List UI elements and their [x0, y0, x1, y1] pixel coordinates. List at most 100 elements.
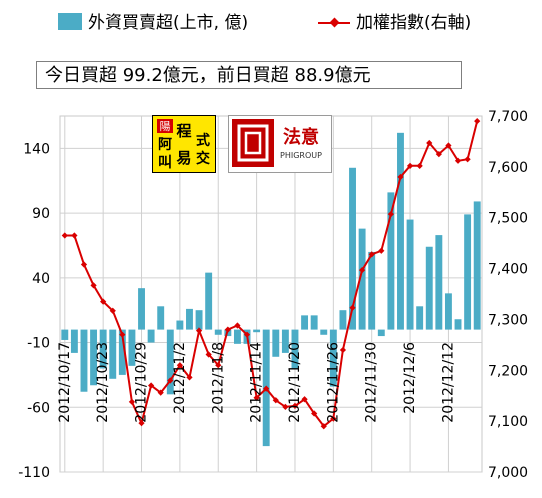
index-point: [282, 403, 289, 411]
phigroup-brand: 法意: [283, 126, 319, 148]
bar: [387, 192, 395, 330]
bar: [425, 246, 433, 330]
left-tick-label: -110: [18, 465, 50, 481]
x-tick-label: 2012/12/6: [402, 342, 418, 414]
yi-logo-char6: 易: [176, 149, 191, 167]
x-tick-label: 2012/11/30: [364, 342, 380, 423]
yi-logo-char2: 阿: [158, 137, 172, 153]
bar: [406, 219, 414, 330]
right-tick-label: 7,600: [488, 160, 528, 176]
bar: [301, 315, 309, 330]
right-tick-label: 7,200: [488, 363, 528, 379]
left-tick-label: -60: [27, 400, 50, 416]
bar: [128, 329, 136, 366]
x-tick-label: 2012/11/20: [287, 342, 303, 423]
legend-line: 加權指數(右軸): [318, 8, 471, 33]
index-point: [339, 346, 347, 354]
index-point: [291, 402, 299, 409]
bar: [291, 329, 299, 369]
summary-box: 今日買超 99.2億元，前日買超 88.9億元: [36, 61, 462, 89]
index-point: [359, 266, 366, 274]
index-point: [253, 394, 260, 401]
index-point: [272, 397, 279, 404]
bar: [272, 329, 280, 357]
summary-text: 今日買超 99.2億元，前日買超 88.9億元: [45, 65, 371, 86]
bar: [358, 228, 366, 330]
left-tick-label: 40: [32, 271, 50, 287]
bar: [253, 329, 261, 333]
right-tick-label: 7,300: [488, 312, 528, 328]
left-tick-label: -10: [27, 336, 50, 352]
index-point: [464, 156, 471, 163]
yi-logo-char3: 叫: [158, 154, 172, 171]
index-line: [64, 120, 479, 428]
bar: [339, 310, 347, 330]
index-point: [234, 322, 241, 329]
x-tick-label: 2012/11/8: [210, 342, 226, 414]
index-point: [71, 232, 78, 239]
yi-logo-char7: 交: [196, 150, 210, 167]
bar: [435, 235, 443, 330]
yi-logo-char1: 陽: [160, 120, 171, 133]
bar: [214, 329, 222, 335]
phigroup-sub: PHIGROUP: [280, 151, 322, 160]
left-axis-ticks: 140 90 40 -10 -60 -110: [18, 141, 50, 481]
left-tick-label: 90: [32, 206, 50, 222]
legend-line-label: 加權指數(右軸): [356, 13, 472, 33]
index-point: [128, 398, 136, 405]
left-tick-label: 140: [23, 141, 50, 157]
bar: [80, 329, 88, 392]
x-tick-label: 2012/11/14: [249, 342, 265, 423]
bar: [176, 320, 184, 330]
index-point: [263, 385, 270, 392]
bar: [99, 329, 107, 369]
x-tick-label: 2012/11/26: [325, 342, 341, 423]
index-point: [311, 410, 318, 417]
x-tick-label: 2012/10/29: [134, 342, 150, 423]
bar: [118, 329, 126, 375]
legend-bar-label: 外資買賣超(上市, 億): [88, 13, 249, 33]
bar: [349, 167, 356, 330]
x-tick-label: 2012/11/2: [172, 342, 188, 414]
bar: [109, 329, 117, 379]
x-axis-ticks: 2012/10/17 2012/10/23 2012/10/29 2012/11/2 2…: [57, 342, 457, 423]
bar: [166, 329, 174, 395]
bar: [281, 329, 289, 353]
index-point: [349, 304, 356, 311]
x-tick-label: 2012/12/12: [440, 342, 456, 423]
right-tick-label: 7,700: [488, 109, 528, 125]
phigroup-logo: 法意 PHIGROUP: [228, 115, 332, 173]
bar: [454, 319, 462, 330]
bar: [195, 310, 203, 330]
x-tick-label: 2012/10/23: [95, 342, 111, 423]
bar: [416, 306, 424, 330]
bar: [147, 329, 155, 343]
bar: [61, 329, 69, 340]
bar: [444, 293, 452, 330]
right-tick-label: 7,000: [488, 465, 528, 481]
bar: [157, 306, 165, 330]
bar: [70, 329, 78, 353]
index-point: [301, 396, 308, 403]
yi-logo-char4: 程: [176, 122, 191, 140]
index-point: [61, 232, 68, 239]
legend-line-swatch: [318, 16, 350, 29]
bar: [473, 201, 481, 330]
bar: [205, 272, 213, 330]
index-point: [330, 415, 337, 422]
bar: [377, 329, 385, 337]
bar: [320, 329, 328, 335]
bar: [368, 251, 376, 330]
yi-logo-char5: 式: [196, 132, 210, 149]
index-point: [368, 251, 375, 258]
bar: [310, 315, 318, 330]
right-axis-ticks: 7,700 7,600 7,500 7,400 7,300 7,200 7,100 7,000: [488, 109, 528, 481]
bar: [329, 329, 337, 387]
bar: [464, 214, 472, 330]
right-tick-label: 7,100: [488, 414, 528, 430]
x-tick-label: 2012/10/17: [57, 342, 73, 423]
bar: [90, 329, 98, 386]
index-point: [186, 374, 193, 381]
yi-logo: 陽 阿 叫 程 式 易 交: [152, 115, 216, 173]
